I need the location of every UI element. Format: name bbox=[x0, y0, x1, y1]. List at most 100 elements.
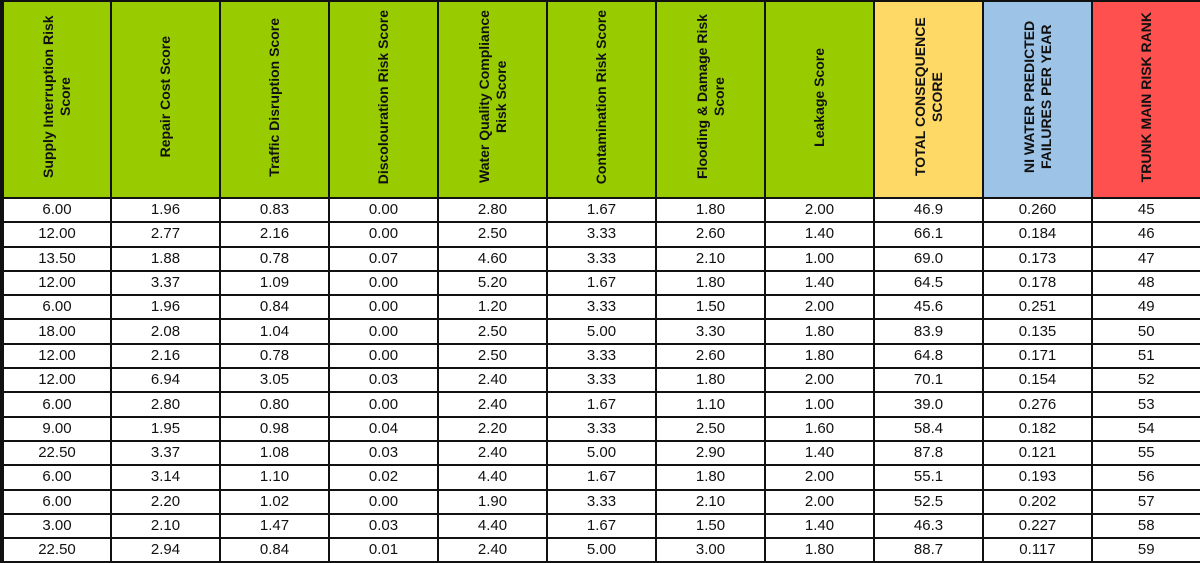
table-cell: 0.04 bbox=[328, 415, 439, 442]
table-row: 6.00 1.96 0.83 0.00 2.80 1.67 1.80 2.00 46.9 0.26… bbox=[1, 196, 1200, 224]
column-header: NI WATER PREDICTED FAILURES PER YEAR bbox=[982, 0, 1093, 199]
table-cell: 1.80 bbox=[655, 367, 766, 394]
table-cell: 22.50 bbox=[1, 537, 112, 563]
table-cell: 55 bbox=[1091, 439, 1200, 467]
table-cell: 3.33 bbox=[546, 415, 657, 442]
table-cell: 0.121 bbox=[982, 439, 1093, 467]
table-cell: 0.260 bbox=[982, 196, 1093, 224]
table-cell: 0.276 bbox=[982, 391, 1093, 418]
column-header: Traffic Disruption Score bbox=[219, 0, 330, 199]
table-cell: 52 bbox=[1091, 367, 1200, 394]
table-cell: 0.00 bbox=[328, 391, 439, 418]
table-cell: 1.10 bbox=[219, 464, 330, 491]
table-cell: 3.33 bbox=[546, 342, 657, 370]
table-cell: 12.00 bbox=[1, 221, 112, 248]
table-cell: 12.00 bbox=[1, 367, 112, 394]
table-cell: 5.00 bbox=[546, 537, 657, 563]
table-cell: 1.80 bbox=[764, 537, 875, 563]
table-cell: 0.00 bbox=[328, 318, 439, 345]
table-cell: 12.00 bbox=[1, 269, 112, 297]
table-cell: 1.47 bbox=[219, 512, 330, 540]
table-cell: 2.50 bbox=[437, 342, 548, 370]
table-cell: 1.80 bbox=[764, 342, 875, 370]
table-cell: 39.0 bbox=[873, 391, 984, 418]
table-cell: 3.00 bbox=[655, 537, 766, 563]
table-cell: 0.00 bbox=[328, 269, 439, 297]
table-cell: 5.00 bbox=[546, 439, 657, 467]
table-cell: 48 bbox=[1091, 269, 1200, 297]
table-cell: 1.96 bbox=[110, 196, 221, 224]
table-cell: 0.171 bbox=[982, 342, 1093, 370]
column-header: Leakage Score bbox=[764, 0, 875, 199]
table-cell: 0.03 bbox=[328, 512, 439, 540]
table-cell: 0.154 bbox=[982, 367, 1093, 394]
table-cell: 6.00 bbox=[1, 196, 112, 224]
table-cell: 0.184 bbox=[982, 221, 1093, 248]
table-cell: 4.40 bbox=[437, 512, 548, 540]
table-cell: 0.07 bbox=[328, 245, 439, 272]
table-row: 12.00 2.16 0.78 0.00 2.50 3.33 2.60 1.80 64.8 0.1… bbox=[1, 342, 1200, 370]
column-header-label: NI WATER PREDICTED FAILURES PER YEAR bbox=[1020, 20, 1054, 174]
table-cell: 2.16 bbox=[110, 342, 221, 370]
column-header-label: Flooding & Damage Risk Score bbox=[693, 14, 727, 180]
table-cell: 0.00 bbox=[328, 196, 439, 224]
table-cell: 45.6 bbox=[873, 294, 984, 321]
table-cell: 58 bbox=[1091, 512, 1200, 540]
table-cell: 1.40 bbox=[764, 439, 875, 467]
table-cell: 1.67 bbox=[546, 269, 657, 297]
table-cell: 47 bbox=[1091, 245, 1200, 272]
table-cell: 0.00 bbox=[328, 221, 439, 248]
table-cell: 1.00 bbox=[764, 245, 875, 272]
table-cell: 51 bbox=[1091, 342, 1200, 370]
table-cell: 13.50 bbox=[1, 245, 112, 272]
table-cell: 69.0 bbox=[873, 245, 984, 272]
table-row: 6.00 2.80 0.80 0.00 2.40 1.67 1.10 1.00 39.0 0.27… bbox=[1, 391, 1200, 418]
table-cell: 2.40 bbox=[437, 439, 548, 467]
table-cell: 1.00 bbox=[764, 391, 875, 418]
column-header-label: Leakage Score bbox=[811, 47, 827, 147]
table-cell: 0.78 bbox=[219, 245, 330, 272]
table-cell: 59 bbox=[1091, 537, 1200, 563]
table-cell: 1.67 bbox=[546, 196, 657, 224]
table-cell: 1.88 bbox=[110, 245, 221, 272]
table-cell: 1.80 bbox=[655, 196, 766, 224]
table-cell: 64.8 bbox=[873, 342, 984, 370]
table-cell: 1.80 bbox=[655, 269, 766, 297]
table-cell: 2.10 bbox=[655, 245, 766, 272]
table-cell: 2.77 bbox=[110, 221, 221, 248]
table-cell: 6.00 bbox=[1, 464, 112, 491]
table-cell: 2.60 bbox=[655, 342, 766, 370]
table-cell: 0.00 bbox=[328, 488, 439, 515]
table-cell: 2.94 bbox=[110, 537, 221, 563]
table-cell: 3.00 bbox=[1, 512, 112, 540]
table-row: 12.00 3.37 1.09 0.00 5.20 1.67 1.80 1.40 64.5 0.1… bbox=[1, 269, 1200, 297]
table-cell: 12.00 bbox=[1, 342, 112, 370]
table-cell: 0.251 bbox=[982, 294, 1093, 321]
table-cell: 1.96 bbox=[110, 294, 221, 321]
table-cell: 45 bbox=[1091, 196, 1200, 224]
table-cell: 2.10 bbox=[110, 512, 221, 540]
table-cell: 0.98 bbox=[219, 415, 330, 442]
table-cell: 1.50 bbox=[655, 512, 766, 540]
table-cell: 49 bbox=[1091, 294, 1200, 321]
table-cell: 2.40 bbox=[437, 537, 548, 563]
table-cell: 3.33 bbox=[546, 221, 657, 248]
table-cell: 2.60 bbox=[655, 221, 766, 248]
table-cell: 88.7 bbox=[873, 537, 984, 563]
table-cell: 3.33 bbox=[546, 367, 657, 394]
table-cell: 0.227 bbox=[982, 512, 1093, 540]
table-cell: 3.33 bbox=[546, 488, 657, 515]
table-cell: 2.10 bbox=[655, 488, 766, 515]
column-header: Water Quality Compliance Risk Score bbox=[437, 0, 548, 199]
table-cell: 4.40 bbox=[437, 464, 548, 491]
table-cell: 0.84 bbox=[219, 294, 330, 321]
table-cell: 0.135 bbox=[982, 318, 1093, 345]
table-cell: 56 bbox=[1091, 464, 1200, 491]
table-cell: 3.37 bbox=[110, 439, 221, 467]
table-cell: 2.50 bbox=[437, 318, 548, 345]
table-cell: 4.60 bbox=[437, 245, 548, 272]
column-header: Flooding & Damage Risk Score bbox=[655, 0, 766, 199]
table-cell: 2.16 bbox=[219, 221, 330, 248]
table-cell: 1.09 bbox=[219, 269, 330, 297]
table-row: 18.00 2.08 1.04 0.00 2.50 5.00 3.30 1.80 83.9 0.1… bbox=[1, 318, 1200, 345]
